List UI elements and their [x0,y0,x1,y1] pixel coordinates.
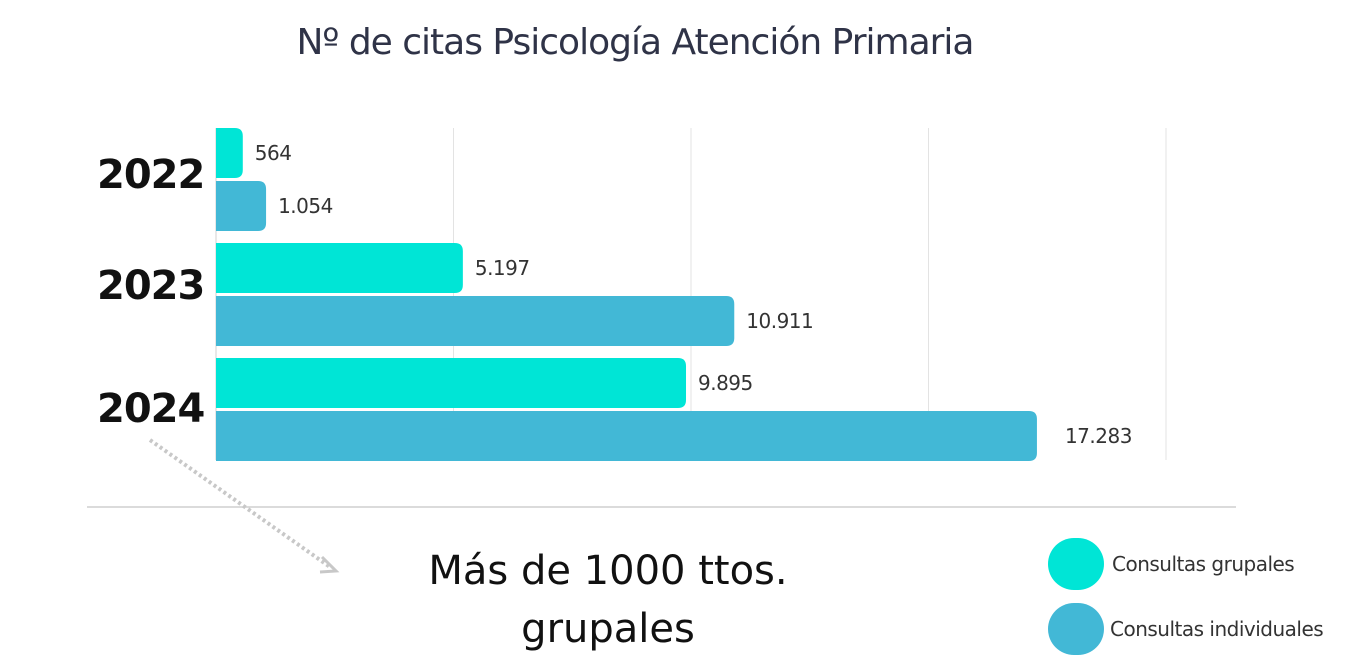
data-label: 10.911 [746,309,813,333]
grid-lines [215,128,1167,460]
legend-item-individuales: Consultas individuales [1048,603,1324,655]
labels: 2022 564 1.054 2023 5.197 10.911 2024 9.895 17.2… [97,141,1132,448]
data-label: 17.283 [1065,424,1132,448]
bar [216,411,1037,461]
chart-title: Nº de citas Psicología Atención Primaria [296,22,974,63]
legend-label-individuales: Consultas individuales [1110,617,1324,641]
data-label: 1.054 [278,194,333,218]
category-label: 2023 [97,263,204,309]
annotation-arrowhead [319,555,340,574]
annotation-note: Más de 1000 ttos. grupales [428,548,788,652]
bar [216,358,687,408]
data-label: 5.197 [475,256,530,280]
bar [216,243,463,293]
bar [216,296,735,346]
data-label: 564 [255,141,292,165]
category-label: 2022 [97,152,204,198]
data-label: 9.895 [698,371,753,395]
category-label: 2024 [97,386,204,432]
bar [216,128,243,178]
bar [216,181,267,231]
legend-label-grupales: Consultas grupales [1112,552,1295,576]
annotation-arrow [148,438,332,569]
legend-swatch-grupales [1048,538,1104,590]
bars [216,128,1037,461]
legend-item-grupales: Consultas grupales [1048,538,1295,590]
legend-swatch-individuales [1048,603,1104,655]
